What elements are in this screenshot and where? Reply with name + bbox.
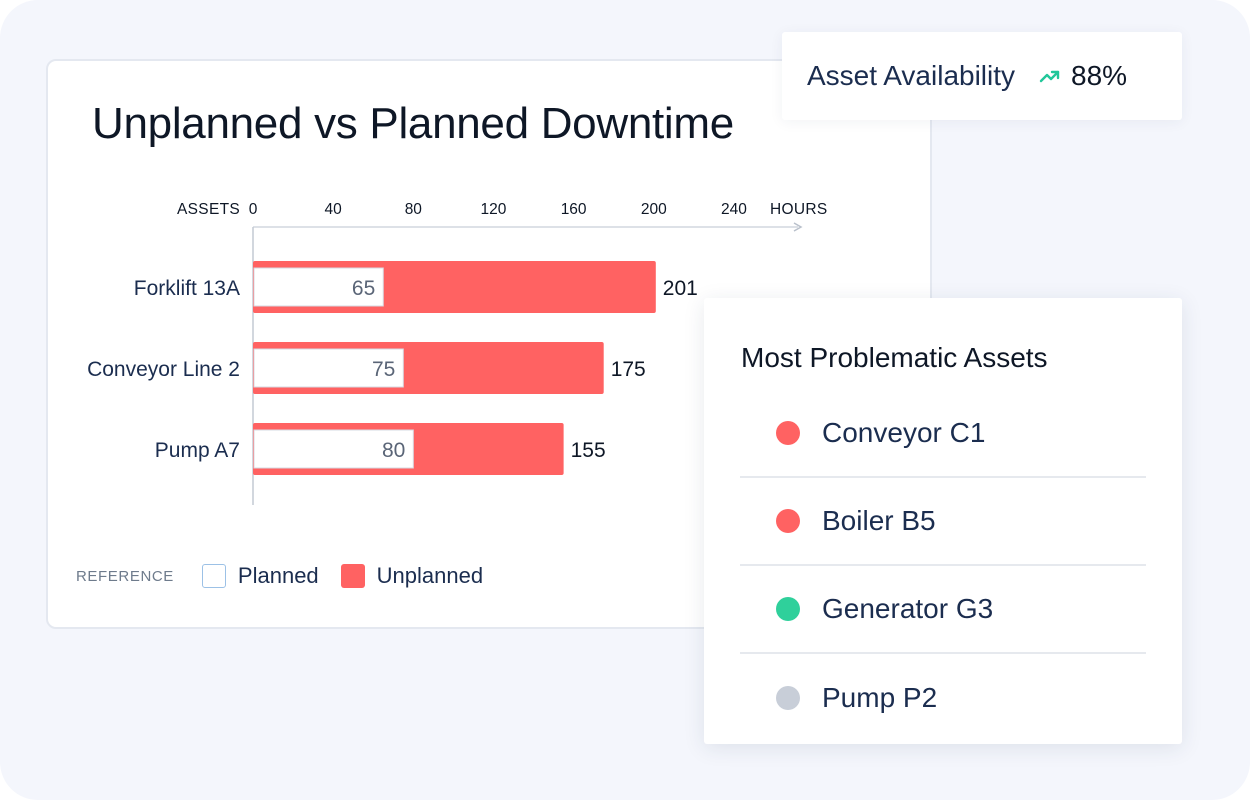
- problematic-assets-card: Most Problematic Assets Conveyor C1 Boil…: [704, 298, 1182, 744]
- legend-item-planned: Planned: [201, 563, 319, 589]
- planned-bar: [253, 267, 384, 307]
- planned-bar: [253, 348, 404, 388]
- downtime-bar-chart: ASSETS HOURS 0 40 80 120 160 200 240 Forklift 13A…: [87, 201, 827, 505]
- x-tick-label: 200: [641, 201, 667, 218]
- x-tick-label: 0: [249, 201, 258, 218]
- asset-name: Conveyor C1: [822, 417, 986, 448]
- x-tick-label: 120: [481, 201, 507, 218]
- planned-value-label: 75: [372, 358, 395, 381]
- y-axis-label: ASSETS: [177, 201, 240, 218]
- legend-label-planned: Planned: [237, 563, 319, 588]
- problematic-assets-title: Most Problematic Assets: [741, 342, 1048, 373]
- planned-value-label: 80: [382, 439, 405, 462]
- total-value-label: 155: [571, 439, 606, 462]
- availability-label: Asset Availability: [807, 60, 1016, 91]
- total-value-label: 201: [663, 277, 698, 300]
- category-label: Pump A7: [155, 439, 240, 462]
- total-value-label: 175: [611, 358, 646, 381]
- x-tick-label: 80: [405, 201, 423, 218]
- asset-availability-card: Asset Availability 88%: [782, 32, 1182, 120]
- asset-name: Generator G3: [822, 593, 994, 624]
- chart-title: Unplanned vs Planned Downtime: [92, 99, 734, 148]
- legend-swatch-planned: [201, 564, 226, 588]
- asset-name: Pump P2: [822, 682, 938, 713]
- asset-list-item[interactable]: Boiler B5: [740, 478, 1146, 566]
- asset-list-item[interactable]: Generator G3: [740, 566, 1146, 654]
- x-tick-label: 160: [561, 201, 587, 218]
- planned-bar: [253, 429, 414, 469]
- legend-label-unplanned: Unplanned: [376, 563, 484, 588]
- status-dot-icon: [776, 509, 800, 533]
- trending-up-icon: [1039, 65, 1061, 87]
- asset-name: Boiler B5: [822, 505, 936, 536]
- status-dot-icon: [776, 421, 800, 445]
- chart-legend: REFERENCE Planned Unplanned: [76, 561, 505, 591]
- legend-swatch-unplanned: [340, 564, 365, 588]
- asset-list-item[interactable]: Conveyor C1: [740, 390, 1146, 478]
- x-tick-label: 40: [325, 201, 343, 218]
- planned-value-label: 65: [352, 277, 375, 300]
- legend-item-unplanned: Unplanned: [340, 563, 484, 589]
- x-tick-label: 240: [721, 201, 747, 218]
- availability-value: 88%: [1071, 60, 1128, 91]
- category-label: Conveyor Line 2: [87, 358, 240, 381]
- legend-title: REFERENCE: [76, 567, 174, 585]
- category-label: Forklift 13A: [134, 277, 240, 300]
- x-axis-arrow-icon: [793, 222, 803, 232]
- problematic-assets-list: Conveyor C1 Boiler B5 Generator G3 Pump …: [740, 390, 1146, 742]
- status-dot-icon: [776, 597, 800, 621]
- asset-list-item[interactable]: Pump P2: [740, 654, 1146, 742]
- x-axis-label: HOURS: [770, 201, 827, 218]
- status-dot-icon: [776, 686, 800, 710]
